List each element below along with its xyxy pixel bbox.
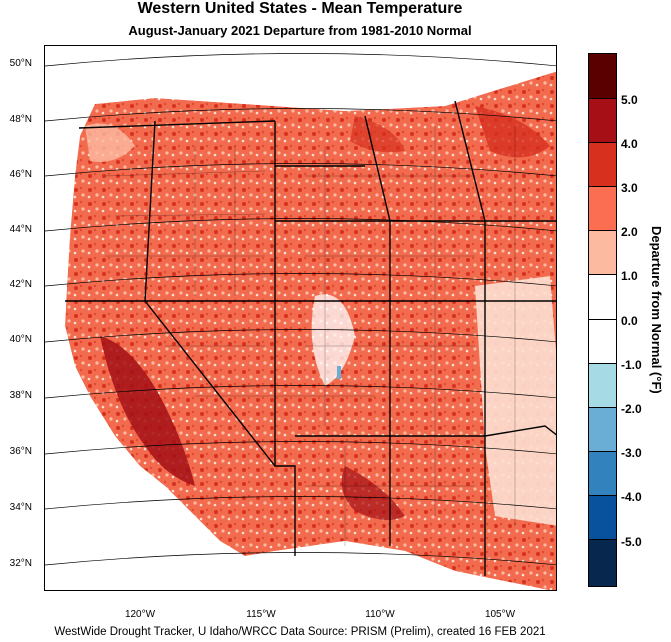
legend-swatch: [589, 364, 616, 408]
hot-spot-dakotas: [475, 106, 550, 158]
legend-swatch: [589, 540, 616, 586]
legend-swatch: [589, 231, 616, 275]
graticule: [45, 53, 556, 566]
legend-swatch: [589, 408, 616, 452]
legend-color-bar: [588, 53, 617, 587]
pacific-ocean: [45, 46, 245, 590]
lat-label-44: 44°N: [9, 224, 32, 235]
hot-spot-california: [100, 336, 195, 486]
map-title: Western United States - Mean Temperature: [137, 0, 463, 17]
legend-swatch: [589, 99, 616, 143]
lat-label-46: 46°N: [9, 169, 32, 180]
legend-label-2: 2.0: [621, 225, 638, 239]
legend-label-neg5: -5.0: [621, 535, 642, 549]
lon-label-120: 120°W: [124, 609, 156, 620]
near-normal-utah: [311, 294, 355, 386]
legend-swatch: [589, 496, 616, 540]
legend-title: Departure from Normal (°F): [649, 226, 664, 394]
legend-label-neg4: -4.0: [621, 490, 642, 504]
legend-label-4: 4.0: [621, 137, 638, 151]
legend-label-neg3: -3.0: [621, 446, 642, 460]
footer-credits: WestWide Drought Tracker, U Idaho/WRCC D…: [54, 626, 546, 638]
lat-label-48: 48°N: [9, 114, 32, 125]
lat-label-36: 36°N: [9, 446, 32, 457]
state-borders: [65, 100, 556, 576]
canada: [95, 46, 556, 111]
legend-label-5: 5.0: [621, 93, 638, 107]
near-normal-east-colorado: [475, 276, 556, 526]
hot-spot-montana: [350, 116, 405, 153]
lat-label-50: 50°N: [9, 58, 32, 69]
lon-label-105: 105°W: [484, 609, 516, 620]
legend-label-0: 0.0: [621, 314, 638, 328]
lat-label-34: 34°N: [9, 502, 32, 513]
map-subtitle: August-January 2021 Departure from 1981-…: [128, 23, 472, 38]
western-us-land: [65, 71, 556, 590]
legend-swatch: [589, 275, 616, 320]
lat-label-40: 40°N: [9, 334, 32, 345]
legend-swatch: [589, 320, 616, 364]
legend-swatch: [589, 187, 616, 231]
legend-label-neg1: -1.0: [621, 358, 642, 372]
legend-swatch: [589, 452, 616, 496]
cool-spot: [337, 366, 341, 379]
lat-label-38: 38°N: [9, 390, 32, 401]
hot-spot-arizona: [341, 466, 405, 520]
legend-swatch: [589, 54, 616, 99]
lon-label-115: 115°W: [246, 609, 276, 620]
legend-label-1: 1.0: [621, 269, 638, 283]
lat-label-32: 32°N: [9, 558, 32, 569]
mexico: [245, 541, 549, 590]
lat-label-42: 42°N: [9, 279, 32, 290]
legend-label-3: 3.0: [621, 181, 638, 195]
near-normal-washington: [85, 123, 135, 162]
lon-label-110: 110°W: [365, 609, 395, 620]
county-borders: [104, 126, 516, 546]
temperature-departure-map: [45, 46, 556, 590]
legend-swatch: [589, 143, 616, 187]
map-area: [44, 45, 557, 591]
legend-label-neg2: -2.0: [621, 402, 642, 416]
